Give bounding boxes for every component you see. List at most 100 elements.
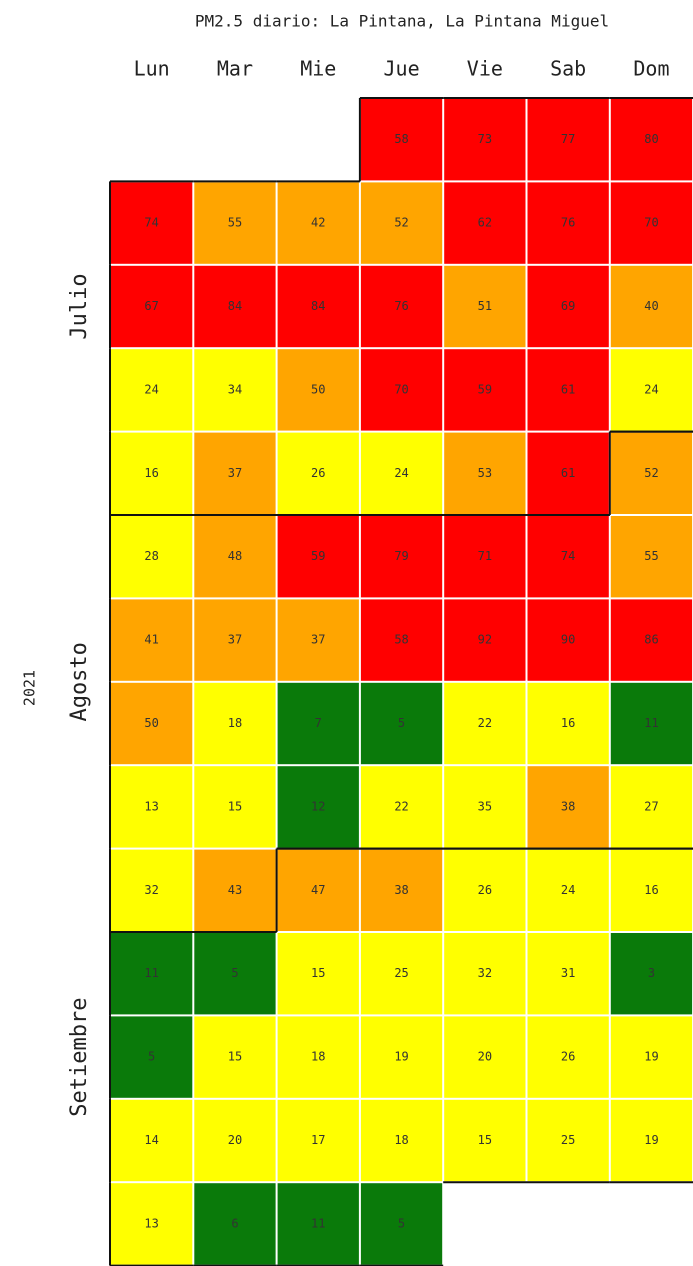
cell-label: 18 xyxy=(311,1050,325,1064)
cell-label: 40 xyxy=(644,299,658,313)
cell-label: 37 xyxy=(228,466,242,480)
cell-label: 20 xyxy=(478,1050,492,1064)
cell-label: 20 xyxy=(228,1133,242,1147)
cell-label: 58 xyxy=(394,633,408,647)
cell xyxy=(277,1099,359,1182)
column-label: Dom xyxy=(633,57,669,81)
cell-label: 50 xyxy=(311,382,325,396)
cell xyxy=(444,1016,526,1098)
cell-label: 86 xyxy=(644,633,658,647)
cell xyxy=(527,682,609,765)
cell xyxy=(277,599,359,681)
cell xyxy=(111,265,193,348)
cell xyxy=(194,182,276,264)
cell-label: 79 xyxy=(394,549,408,563)
cell xyxy=(527,349,609,431)
cell-label: 61 xyxy=(561,382,575,396)
cell xyxy=(444,1099,526,1182)
cell-label: 43 xyxy=(228,883,242,897)
cell xyxy=(527,1016,609,1098)
cell xyxy=(444,766,526,848)
cell-label: 59 xyxy=(311,549,325,563)
cell-label: 38 xyxy=(561,799,575,813)
cell-label: 52 xyxy=(644,466,658,480)
cell-label: 84 xyxy=(311,299,325,313)
cell xyxy=(610,516,693,598)
cell-label: 32 xyxy=(478,966,492,980)
cell-label: 77 xyxy=(561,132,575,146)
cell-label: 50 xyxy=(144,716,158,730)
cell xyxy=(444,349,526,431)
cell-label: 62 xyxy=(478,216,492,230)
cell-label: 26 xyxy=(311,466,325,480)
cell-label: 74 xyxy=(144,216,158,230)
cell-label: 5 xyxy=(231,966,238,980)
cell xyxy=(527,432,609,514)
cell-label: 69 xyxy=(561,299,575,313)
cell-label: 18 xyxy=(228,716,242,730)
cell-label: 11 xyxy=(311,1216,325,1230)
cell-label: 37 xyxy=(228,633,242,647)
cell xyxy=(111,516,193,598)
cell-label: 80 xyxy=(644,132,658,146)
cell xyxy=(111,1016,193,1098)
cell xyxy=(194,1183,276,1265)
cell xyxy=(527,1099,609,1182)
cell-label: 22 xyxy=(478,716,492,730)
cell-label: 3 xyxy=(648,966,655,980)
cell xyxy=(527,265,609,348)
cell xyxy=(194,849,276,931)
cell-label: 14 xyxy=(144,1133,158,1147)
cell-label: 55 xyxy=(228,216,242,230)
cell-label: 26 xyxy=(478,883,492,897)
cell xyxy=(527,99,609,181)
cell xyxy=(360,432,443,514)
cell-label: 71 xyxy=(478,549,492,563)
cell-label: 15 xyxy=(478,1133,492,1147)
cell xyxy=(111,766,193,848)
cell xyxy=(610,265,693,348)
cell-label: 70 xyxy=(394,382,408,396)
cell-label: 37 xyxy=(311,633,325,647)
month-label: Agosto xyxy=(67,642,92,721)
cell xyxy=(360,349,443,431)
cell xyxy=(444,182,526,264)
cell-label: 74 xyxy=(561,549,575,563)
cell-label: 73 xyxy=(478,132,492,146)
cell xyxy=(277,1183,359,1265)
cell-label: 7 xyxy=(315,716,322,730)
cell-label: 19 xyxy=(644,1133,658,1147)
cell xyxy=(444,933,526,1015)
cell-label: 41 xyxy=(144,633,158,647)
cell xyxy=(444,599,526,681)
cell-label: 19 xyxy=(644,1050,658,1064)
cell xyxy=(360,682,443,765)
cell xyxy=(360,516,443,598)
cell-label: 31 xyxy=(561,966,575,980)
cell xyxy=(360,1099,443,1182)
cell xyxy=(194,516,276,598)
cell xyxy=(277,1016,359,1098)
cell xyxy=(194,1099,276,1182)
cell xyxy=(610,933,693,1015)
cell xyxy=(527,766,609,848)
cell-label: 34 xyxy=(228,382,242,396)
cell xyxy=(360,99,443,181)
cell-label: 38 xyxy=(394,883,408,897)
cell-label: 58 xyxy=(394,132,408,146)
column-label: Vie xyxy=(467,57,503,81)
column-label: Lun xyxy=(134,57,170,81)
column-label: Mie xyxy=(300,57,336,81)
cell xyxy=(277,516,359,598)
cell-label: 24 xyxy=(644,382,658,396)
cell-label: 6 xyxy=(231,1216,238,1230)
cell xyxy=(360,1183,443,1265)
month-label: Julio xyxy=(67,273,92,339)
cell xyxy=(610,1099,693,1182)
cell xyxy=(527,849,609,931)
cell xyxy=(194,933,276,1015)
cell xyxy=(444,99,526,181)
year-label: 2021 xyxy=(21,670,39,706)
cell xyxy=(194,265,276,348)
